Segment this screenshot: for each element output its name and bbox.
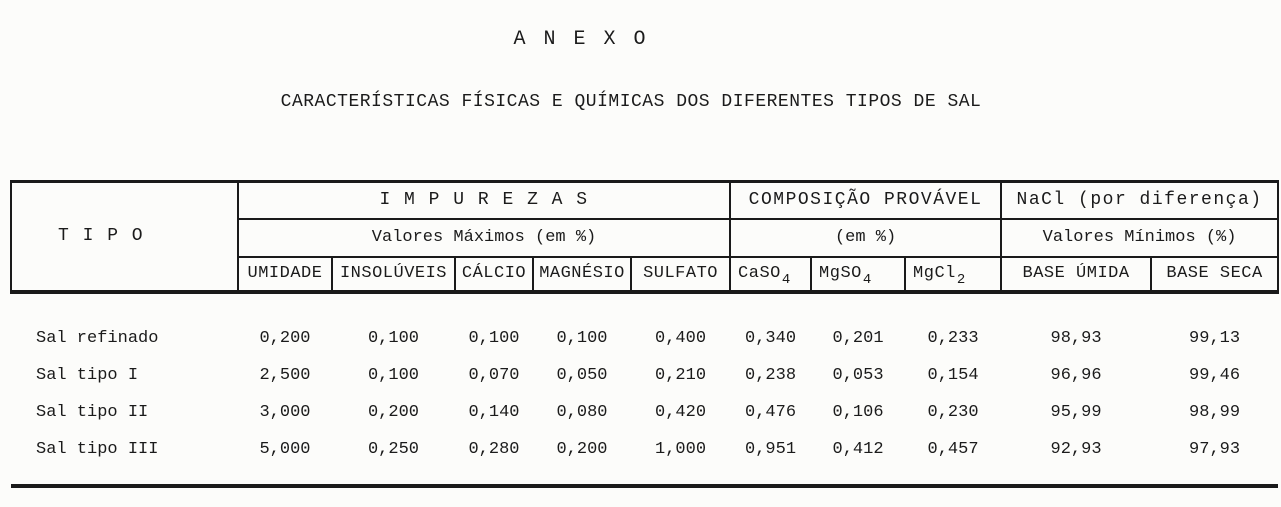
cell-caso4: 0,476 [745, 402, 797, 422]
formula-base: CaSO [738, 264, 781, 283]
cell-mgcl2: 0,233 [927, 328, 979, 348]
cell-base-seca: 98,99 [1189, 402, 1241, 422]
cell-tipo: Sal tipo II [36, 402, 149, 422]
page-title: A N E X O [513, 28, 649, 51]
cell-magnesio: 0,100 [556, 328, 608, 348]
table-row-sal-tipo-ii: Sal tipo II 3,000 0,200 0,140 0,080 0,42… [11, 394, 1278, 431]
cell-insoluveis: 0,200 [367, 402, 419, 422]
column-header-mgso4: MgSO4 [810, 255, 907, 294]
cell-mgcl2: 0,457 [927, 439, 979, 459]
group-header-composicao-provavel: COMPOSIÇÃO PROVÁVEL [729, 181, 1003, 220]
salt-characteristics-table: T I P O I M P U R E Z A S COMPOSIÇÃO PRO… [10, 180, 1280, 488]
column-header-calcio: CÁLCIO [454, 255, 534, 294]
header-row-groups: T I P O I M P U R E Z A S COMPOSIÇÃO PRO… [10, 181, 1280, 294]
cell-base-seca: 97,93 [1189, 439, 1241, 459]
column-header-insoluveis: INSOLÚVEIS [331, 255, 456, 294]
cell-calcio: 0,140 [468, 402, 520, 422]
cell-calcio: 0,280 [468, 439, 520, 459]
group-subheader-valores-minimos: Valores Mínimos (%) [1000, 217, 1280, 258]
cell-insoluveis: 0,250 [367, 439, 419, 459]
table-row-sal-tipo-i: Sal tipo I 2,500 0,100 0,070 0,050 0,210… [11, 357, 1278, 394]
cell-tipo: Sal tipo III [36, 439, 159, 459]
cell-sulfato: 0,400 [655, 328, 707, 348]
formula-subscript: 4 [781, 272, 791, 288]
cell-mgcl2: 0,154 [927, 365, 979, 385]
cell-sulfato: 1,000 [655, 439, 707, 459]
formula-subscript: 2 [956, 272, 966, 288]
cell-mgso4: 0,053 [832, 365, 884, 385]
table-header: T I P O I M P U R E Z A S COMPOSIÇÃO PRO… [10, 181, 1280, 294]
cell-umidade: 3,000 [259, 402, 311, 422]
cell-insoluveis: 0,100 [367, 328, 419, 348]
column-header-mgcl2: MgCl2 [904, 255, 1003, 294]
cell-magnesio: 0,050 [556, 365, 608, 385]
column-header-umidade: UMIDADE [237, 255, 333, 294]
cell-tipo: Sal tipo I [36, 365, 139, 385]
column-header-sulfato: SULFATO [629, 255, 732, 294]
formula-base: MgCl [913, 264, 956, 283]
cell-sulfato: 0,210 [655, 365, 707, 385]
cell-umidade: 2,500 [259, 365, 311, 385]
cell-mgso4: 0,201 [832, 328, 884, 348]
column-header-base-umida: BASE ÚMIDA [1000, 255, 1153, 294]
cell-base-seca: 99,13 [1189, 328, 1241, 348]
cell-caso4: 0,951 [745, 439, 797, 459]
cell-umidade: 0,200 [259, 328, 311, 348]
cell-caso4: 0,238 [745, 365, 797, 385]
column-header-magnesio: MAGNÉSIO [532, 255, 632, 294]
cell-magnesio: 0,200 [556, 439, 608, 459]
cell-mgso4: 0,412 [832, 439, 884, 459]
page-subtitle: CARACTERÍSTICAS FÍSICAS E QUÍMICAS DOS D… [280, 92, 982, 112]
cell-sulfato: 0,420 [655, 402, 707, 422]
cell-umidade: 5,000 [259, 439, 311, 459]
table-row-sal-tipo-iii: Sal tipo III 5,000 0,250 0,280 0,200 1,0… [11, 431, 1278, 486]
cell-calcio: 0,100 [468, 328, 520, 348]
column-header-tipo: T I P O [10, 181, 239, 294]
cell-base-umida: 92,93 [1050, 439, 1102, 459]
column-header-base-seca: BASE SECA [1150, 255, 1280, 294]
group-header-nacl: NaCl (por diferença) [1000, 181, 1280, 220]
group-subheader-valores-maximos: Valores Máximos (em %) [236, 217, 732, 258]
cell-calcio: 0,070 [468, 365, 520, 385]
cell-base-umida: 98,93 [1050, 328, 1102, 348]
cell-mgcl2: 0,230 [927, 402, 979, 422]
formula-base: MgSO [819, 264, 862, 283]
formula-subscript: 4 [862, 272, 872, 288]
cell-caso4: 0,340 [745, 328, 797, 348]
header-row-columns: UMIDADE INSOLÚVEIS CÁLCIO MAGNÉSIO SULFA… [11, 255, 1280, 294]
group-subheader-em-percent: (em %) [729, 217, 1003, 258]
table-body: Sal refinado 0,200 0,100 0,100 0,100 0,4… [11, 292, 1278, 486]
cell-mgso4: 0,106 [832, 402, 884, 422]
cell-base-seca: 99,46 [1189, 365, 1241, 385]
column-header-caso4: CaSO4 [729, 255, 813, 294]
cell-magnesio: 0,080 [556, 402, 608, 422]
cell-tipo: Sal refinado [36, 328, 159, 348]
header-row-subtitles: Valores Máximos (em %) (em %) Valores Mí… [11, 217, 1280, 258]
group-header-impurezas: I M P U R E Z A S [236, 181, 732, 220]
table-row-sal-refinado: Sal refinado 0,200 0,100 0,100 0,100 0,4… [11, 292, 1278, 357]
cell-base-umida: 96,96 [1050, 365, 1102, 385]
cell-insoluveis: 0,100 [367, 365, 419, 385]
cell-base-umida: 95,99 [1050, 402, 1102, 422]
